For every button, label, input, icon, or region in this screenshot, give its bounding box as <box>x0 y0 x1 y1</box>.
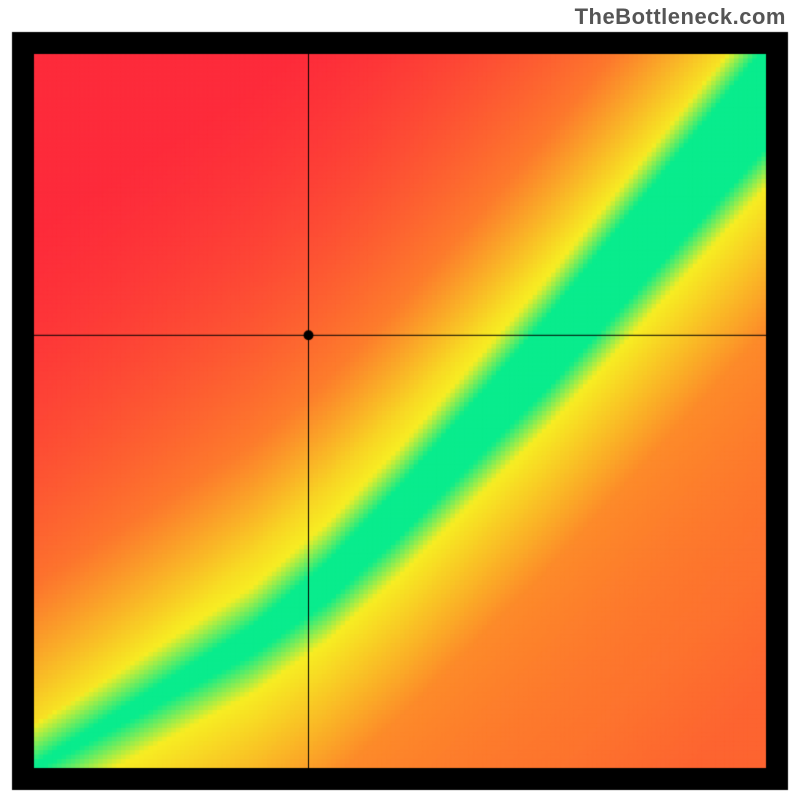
watermark-text: TheBottleneck.com <box>575 4 786 30</box>
bottleneck-heatmap <box>0 0 800 800</box>
root-container: TheBottleneck.com <box>0 0 800 800</box>
